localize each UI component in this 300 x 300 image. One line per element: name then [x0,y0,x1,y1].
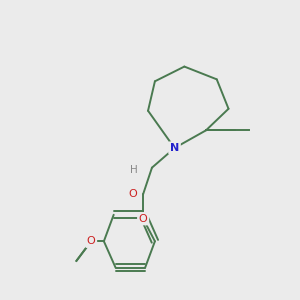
Text: O: O [87,236,95,246]
Text: O: O [128,189,137,199]
Text: H: H [130,165,138,175]
Text: O: O [139,214,148,224]
Text: N: N [170,143,179,153]
